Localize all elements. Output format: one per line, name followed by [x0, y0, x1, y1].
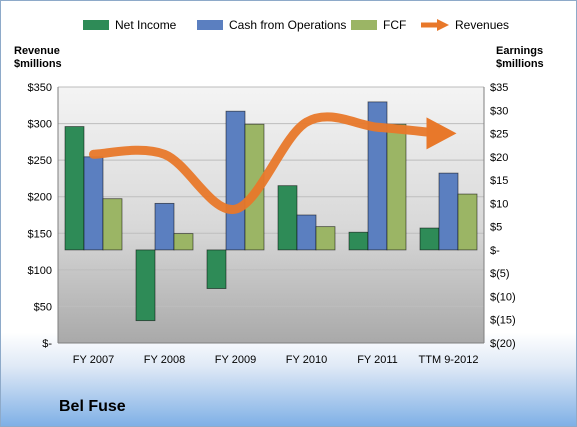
x-tick-label: FY 2011: [357, 354, 398, 366]
right-tick-label: $25: [490, 129, 508, 141]
net-income-bar: [135, 249, 156, 322]
right-tick-label: $(10): [490, 291, 516, 303]
right-axis-title-line-2: $millions: [496, 58, 544, 70]
legend-item-cash-ops: Cash from Operations: [197, 16, 346, 34]
x-tick-label: FY 2008: [144, 354, 185, 366]
right-tick-label: $15: [490, 175, 508, 187]
right-tick-label: $5: [490, 222, 502, 234]
legend: Net Income Cash from Operations FCF Reve…: [1, 16, 576, 34]
left-tick-label: $150: [28, 228, 52, 240]
left-axis-title: Revenue $millions: [14, 45, 62, 71]
legend-arrow-icon: [421, 19, 449, 31]
revenues-arrowhead: [426, 117, 457, 150]
right-axis-title-line-1: Earnings: [496, 45, 544, 57]
left-axis-title-line-1: Revenue: [14, 45, 60, 57]
company-name: Bel Fuse: [59, 398, 126, 415]
right-axis-title: Earnings $millions: [496, 45, 544, 71]
cash-ops-bar: [296, 214, 317, 251]
left-tick-label: $100: [28, 265, 52, 277]
left-tick-label: $200: [28, 192, 52, 204]
cash-ops-bar: [225, 110, 246, 251]
right-tick-label: $35: [490, 82, 508, 94]
legend-label-cash-ops: Cash from Operations: [229, 18, 347, 32]
x-tick-label: TTM 9-2012: [419, 354, 479, 366]
left-tick-label: $50: [34, 301, 52, 313]
fcf-bar: [102, 198, 123, 251]
left-tick-label: $-: [42, 338, 52, 350]
fcf-bar: [386, 123, 407, 251]
fcf-bar: [315, 226, 336, 251]
legend-item-fcf: FCF: [351, 16, 406, 34]
legend-swatch-cash-ops: [197, 20, 223, 30]
left-tick-label: $300: [28, 119, 52, 131]
right-tick-label: $(5): [490, 268, 510, 280]
net-income-bar: [64, 126, 85, 251]
cash-ops-bar: [83, 156, 104, 251]
x-tick-label: FY 2007: [73, 354, 114, 366]
legend-item-revenues: Revenues: [419, 16, 509, 34]
fcf-bar: [457, 193, 478, 251]
cash-ops-bar: [154, 202, 175, 251]
legend-item-net-income: Net Income: [83, 16, 176, 34]
net-income-bar: [277, 185, 298, 251]
left-axis-title-line-2: $millions: [14, 58, 62, 70]
right-tick-label: $(15): [490, 315, 516, 327]
legend-label-net-income: Net Income: [115, 18, 177, 32]
legend-swatch-fcf: [351, 20, 377, 30]
net-income-bar: [206, 249, 227, 289]
revenues-line: [89, 112, 435, 214]
right-tick-label: $10: [490, 198, 508, 210]
cash-ops-bar: [438, 172, 459, 251]
right-tick-label: $(20): [490, 338, 516, 350]
right-tick-label: $20: [490, 152, 508, 164]
x-tick-label: FY 2010: [286, 354, 327, 366]
legend-swatch-net-income: [83, 20, 109, 30]
left-tick-label: $350: [28, 82, 52, 94]
net-income-bar: [419, 227, 440, 251]
right-tick-label: $30: [490, 105, 508, 117]
fcf-bar: [173, 233, 194, 251]
legend-label-revenues: Revenues: [455, 18, 510, 32]
right-tick-label: $-: [490, 245, 500, 257]
legend-label-fcf: FCF: [383, 18, 407, 32]
net-income-bar: [348, 231, 369, 251]
x-tick-label: FY 2009: [215, 354, 256, 366]
left-tick-label: $250: [28, 155, 52, 167]
